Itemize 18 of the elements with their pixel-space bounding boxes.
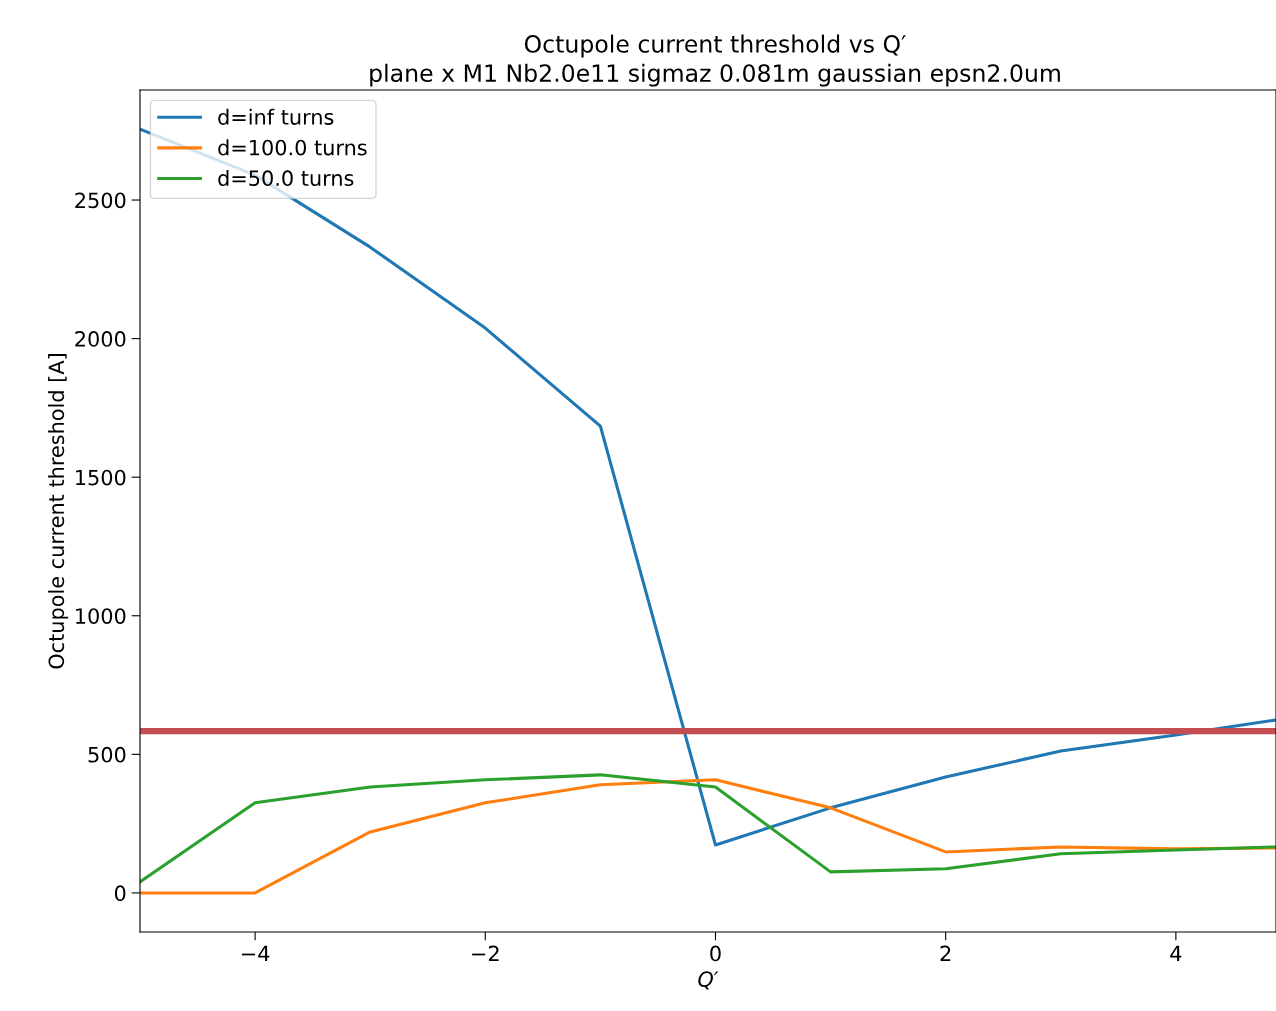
x-tick-label: 4 [1170,945,1182,962]
x-tick-label: 2 [940,945,951,962]
x-tick-label: 0 [710,945,721,962]
x-tick-label: −2 [472,945,499,962]
legend-label: d=50.0 turns [218,169,354,187]
y-axis-title: Octupole current threshold [A] [48,354,69,669]
x-axis-title: Q′ [698,971,719,990]
chart-subtitle: plane x M1 Nb2.0e11 sigmaz 0.081m gaussian epsn2.0um [370,63,1060,87]
y-tick-label: 2000 [75,331,126,347]
legend-label: d=inf turns [218,108,334,125]
chart-title: Octupole current threshold vs Q′ [524,34,906,58]
y-tick-label: 1000 [76,608,126,624]
x-tick-label: −4 [241,945,270,962]
y-tick-label: 1500 [76,469,126,486]
legend-label: d=100.0 turns [218,139,367,156]
y-tick-label: 2500 [75,192,126,209]
y-tick-label: 500 [88,746,126,763]
y-tick-label: 0 [114,885,126,902]
